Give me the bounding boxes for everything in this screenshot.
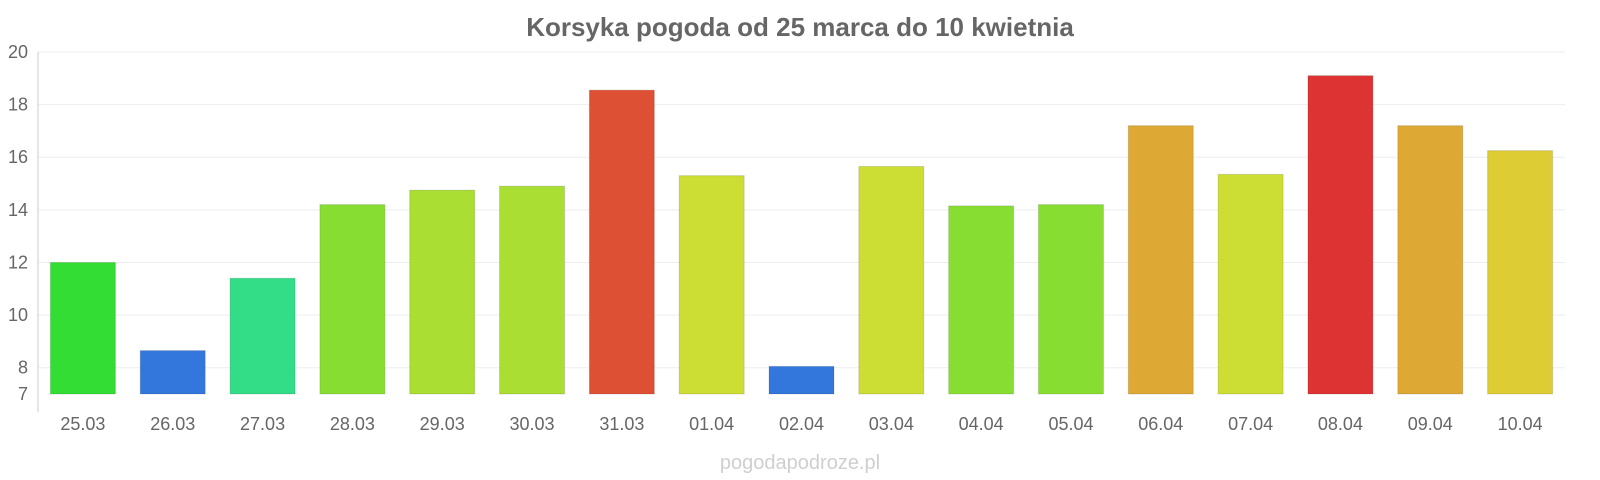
bar-05.04 — [1037, 204, 1104, 395]
bar-25.03 — [49, 261, 116, 395]
x-tick-label: 07.04 — [1228, 414, 1273, 434]
bar-27.03 — [229, 277, 296, 395]
bar-09.04 — [1397, 125, 1464, 395]
y-tick-label: 18 — [8, 95, 28, 115]
y-tick-label: 12 — [8, 252, 28, 272]
y-tick-label: 20 — [8, 42, 28, 62]
bar-08.04 — [1307, 75, 1374, 395]
bar-10.04 — [1487, 150, 1554, 395]
y-tick-label: 16 — [8, 147, 28, 167]
bar-29.03 — [409, 189, 476, 395]
bar-04.04 — [948, 205, 1015, 395]
bars — [49, 75, 1554, 395]
y-tick-label: 14 — [8, 200, 28, 220]
chart-title: Korsyka pogoda od 25 marca do 10 kwietni… — [526, 12, 1074, 42]
x-tick-label: 06.04 — [1138, 414, 1183, 434]
bar-30.03 — [499, 185, 566, 395]
y-tick-label: 10 — [8, 305, 28, 325]
y-tick-label: 7 — [18, 384, 28, 404]
x-tick-label: 29.03 — [420, 414, 465, 434]
bar-01.04 — [678, 175, 745, 395]
x-tick-label: 08.04 — [1318, 414, 1363, 434]
bar-31.03 — [588, 89, 655, 395]
x-tick-label: 26.03 — [150, 414, 195, 434]
x-tick-label: 27.03 — [240, 414, 285, 434]
bar-03.04 — [858, 165, 925, 395]
x-tick-label: 25.03 — [60, 414, 105, 434]
y-tick-label: 8 — [18, 358, 28, 378]
y-axis: 20 18 16 14 12 10 8 7 — [8, 42, 28, 404]
x-tick-label: 02.04 — [779, 414, 824, 434]
x-tick-label: 10.04 — [1498, 414, 1543, 434]
x-tick-label: 09.04 — [1408, 414, 1453, 434]
bar-28.03 — [319, 204, 386, 395]
x-axis: 25.03 26.03 27.03 28.03 29.03 30.03 31.03 01.04… — [60, 414, 1542, 434]
bar-02.04 — [768, 365, 835, 395]
x-tick-label: 31.03 — [599, 414, 644, 434]
x-tick-label: 30.03 — [510, 414, 555, 434]
x-tick-label: 03.04 — [869, 414, 914, 434]
x-tick-label: 01.04 — [689, 414, 734, 434]
x-tick-label: 05.04 — [1048, 414, 1093, 434]
bar-06.04 — [1127, 125, 1194, 395]
watermark: pogodapodroze.pl — [720, 452, 880, 474]
x-tick-label: 28.03 — [330, 414, 375, 434]
bar-26.03 — [139, 350, 206, 395]
bar-07.04 — [1217, 173, 1284, 395]
x-tick-label: 04.04 — [959, 414, 1004, 434]
